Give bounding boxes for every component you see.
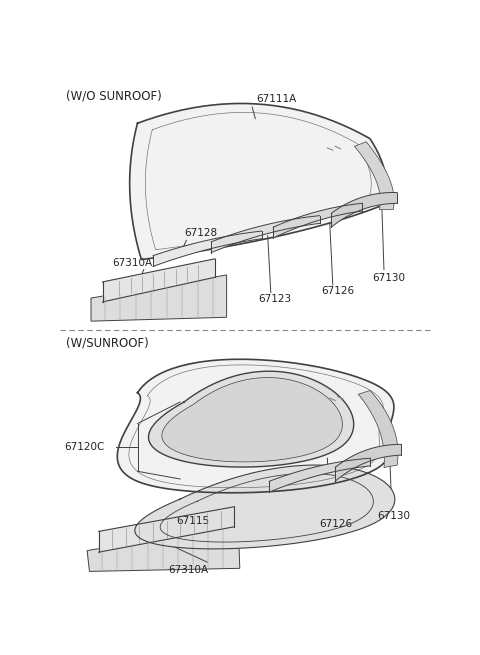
Text: 67310A: 67310A bbox=[113, 258, 153, 268]
Polygon shape bbox=[103, 259, 215, 302]
Polygon shape bbox=[135, 465, 395, 549]
Text: 67128: 67128 bbox=[184, 228, 217, 238]
Text: (W/O SUNROOF): (W/O SUNROOF) bbox=[66, 89, 162, 102]
Polygon shape bbox=[117, 359, 394, 493]
Polygon shape bbox=[148, 371, 354, 467]
Polygon shape bbox=[359, 390, 398, 468]
Polygon shape bbox=[99, 507, 234, 552]
Text: 67123: 67123 bbox=[258, 294, 291, 304]
Polygon shape bbox=[331, 193, 397, 227]
Text: (W/SUNROOF): (W/SUNROOF) bbox=[66, 337, 149, 350]
Text: 67126: 67126 bbox=[320, 519, 353, 529]
Polygon shape bbox=[269, 458, 370, 492]
Polygon shape bbox=[335, 444, 401, 481]
Polygon shape bbox=[355, 141, 394, 210]
Text: 67130: 67130 bbox=[372, 272, 405, 283]
Text: 67111A: 67111A bbox=[256, 94, 296, 104]
Text: 67310A: 67310A bbox=[168, 565, 208, 575]
Text: 67126: 67126 bbox=[321, 286, 354, 297]
Text: 67115: 67115 bbox=[176, 516, 209, 526]
Polygon shape bbox=[273, 203, 362, 238]
Text: 67120C: 67120C bbox=[64, 442, 104, 453]
Polygon shape bbox=[162, 377, 342, 462]
Text: 67130: 67130 bbox=[378, 512, 411, 521]
Polygon shape bbox=[91, 275, 227, 321]
Polygon shape bbox=[153, 231, 262, 267]
Polygon shape bbox=[211, 215, 320, 253]
Polygon shape bbox=[130, 103, 386, 259]
Polygon shape bbox=[87, 525, 240, 571]
